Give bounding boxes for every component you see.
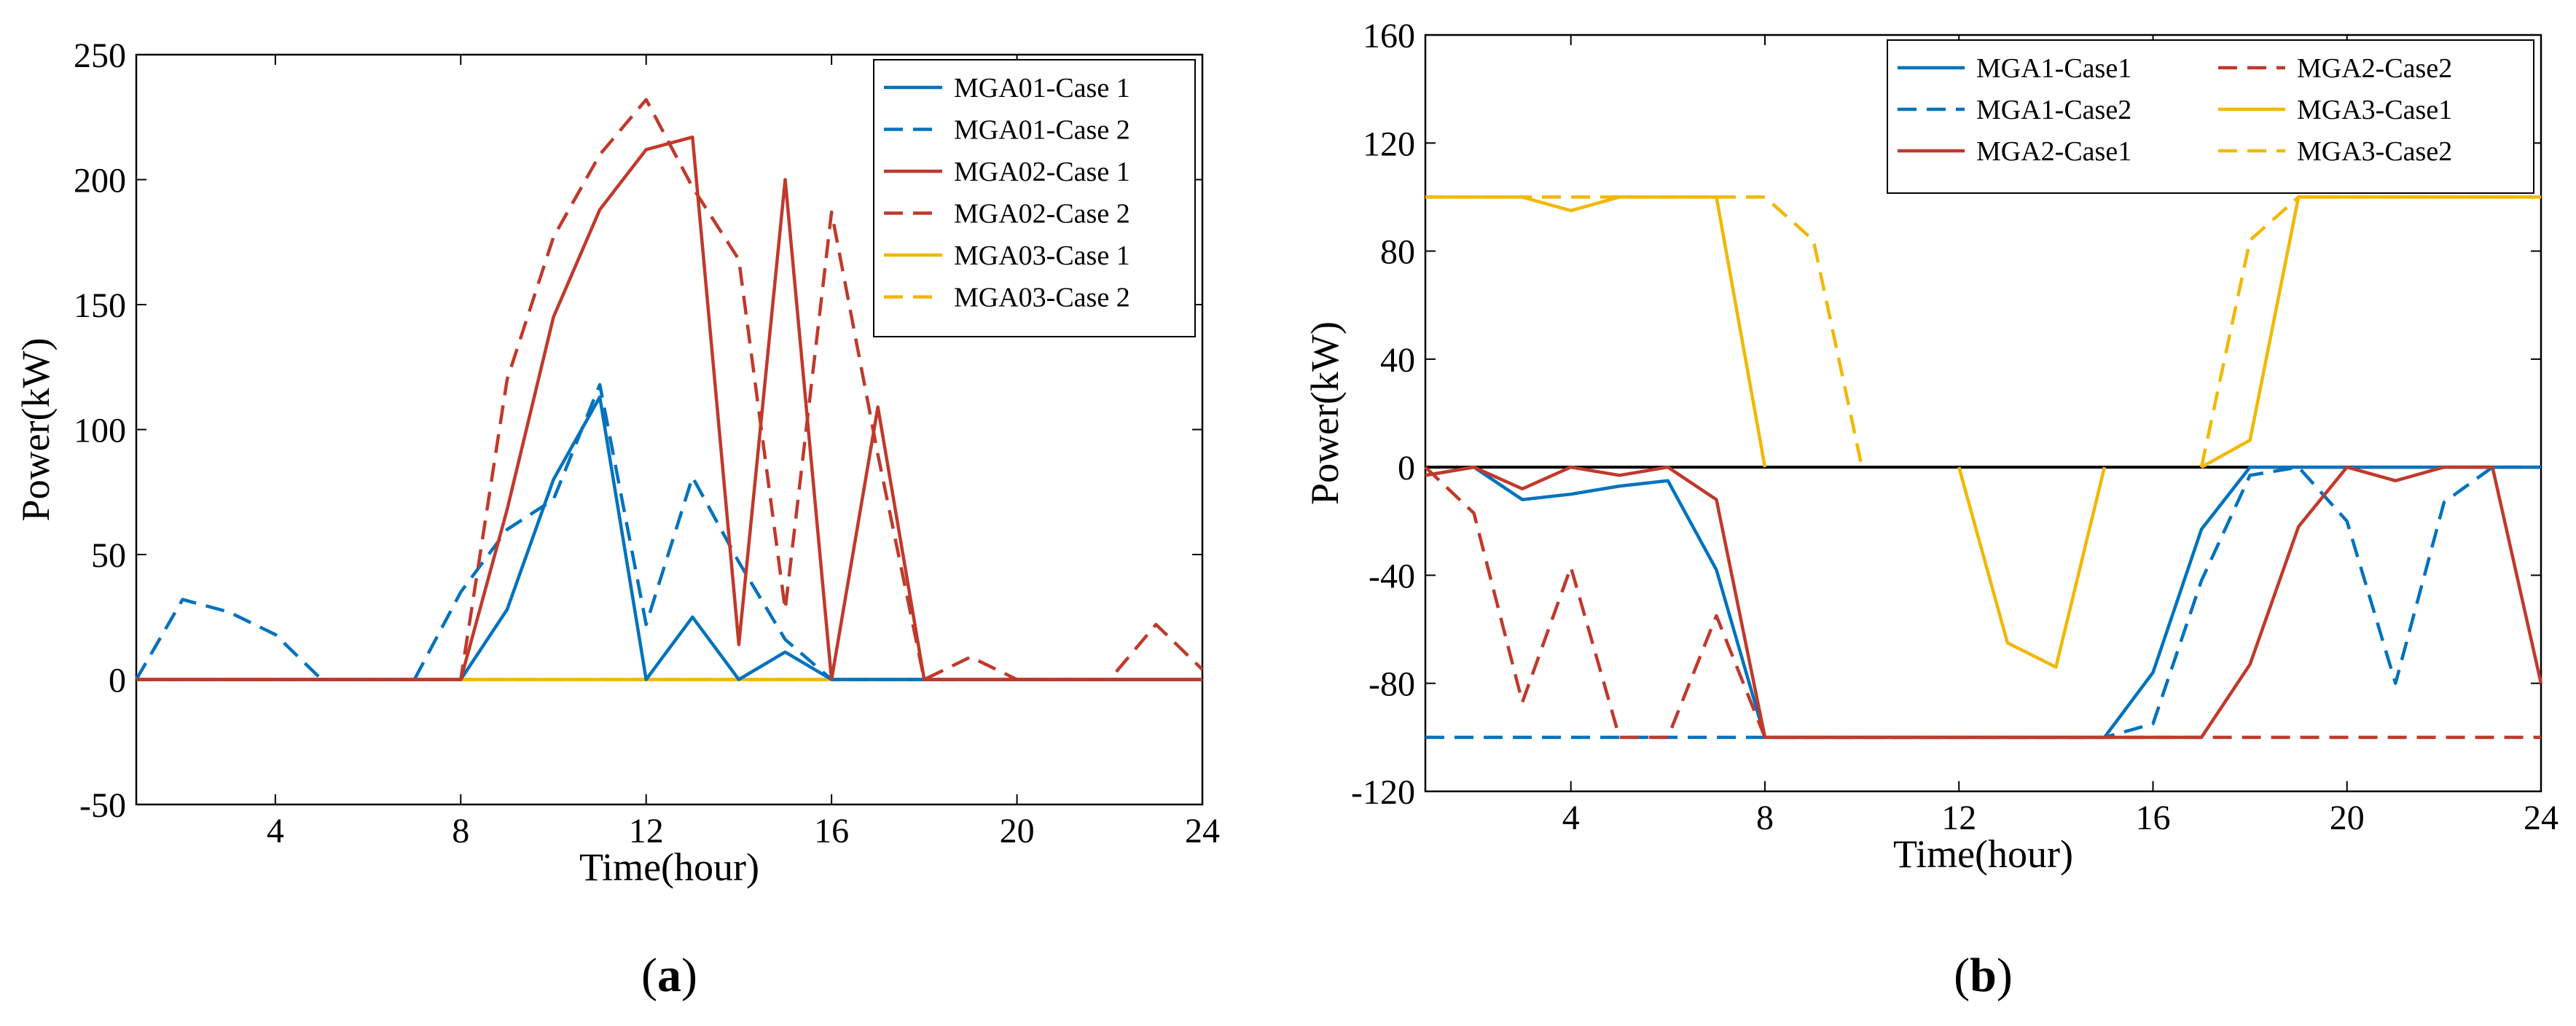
panel-label-open: ( (641, 949, 657, 1002)
legend-label: MGA2-Case1 (1976, 136, 2131, 167)
y-tick-label: -120 (1351, 773, 1415, 812)
x-tick-label: 24 (2524, 799, 2559, 837)
x-tick-label: 20 (2330, 799, 2365, 837)
y-tick-label: 160 (1363, 17, 1415, 55)
x-tick-label: 4 (267, 812, 284, 850)
x-tick-label: 12 (629, 812, 664, 850)
y-tick-label: 150 (74, 286, 126, 325)
legend-label: MGA01-Case 2 (954, 115, 1130, 146)
x-axis-label: Time(hour) (579, 845, 759, 889)
legend-box (873, 59, 1196, 337)
y-tick-label: 250 (74, 36, 126, 75)
x-tick-label: 16 (2135, 799, 2170, 837)
y-tick-label: -80 (1369, 665, 1415, 704)
panel-b-chart: 4 8 12 16 20 24 -120 -80 -40 0 40 80 120 160 Time(hour… (1303, 17, 2559, 1002)
panel-a-chart: 4 8 12 16 20 24 -50 0 50 100 150 200 250 Time(hour) Po… (14, 36, 1220, 1002)
panel-label-letter: b (1970, 949, 1997, 1002)
y-axis-label: Power(kW) (14, 338, 58, 522)
series-line-mga3-case2 (1425, 195, 2541, 468)
y-tick-label: 0 (1398, 449, 1415, 487)
legend-label: MGA01-Case 1 (954, 73, 1130, 103)
legend-label: MGA02-Case 2 (954, 199, 1130, 230)
legend-label: MGA1-Case2 (1976, 95, 2131, 125)
x-tick-label: 8 (452, 812, 469, 850)
legend-label: MGA03-Case 2 (954, 283, 1130, 313)
legend: MGA01-Case 1 MGA01-Case 2 MGA02-Case 1 MGA0… (873, 59, 1196, 337)
y-tick-label: 120 (1363, 125, 1415, 163)
x-tick-label: 4 (1562, 799, 1580, 837)
series-line-mga02-case-2 (136, 98, 1204, 681)
x-tick-label: 8 (1756, 799, 1774, 837)
legend: MGA1-Case1 MGA1-Case2 MGA2-Case1 MGA2-Case2… (1887, 39, 2534, 194)
y-axis-label: Power(kW) (1303, 321, 1347, 505)
legend-label: MGA1-Case1 (1976, 53, 2131, 84)
y-tick-label: -50 (79, 786, 126, 825)
panel-label-open: ( (1954, 949, 1970, 1002)
panel-label-close: ) (1997, 949, 2013, 1002)
x-axis-label: Time(hour) (1893, 832, 2073, 876)
legend-box (1887, 39, 2534, 194)
y-tick-label: 100 (74, 412, 126, 450)
y-tick-label: 200 (74, 162, 126, 200)
legend-label: MGA2-Case2 (2297, 53, 2452, 84)
y-tick-label: 80 (1380, 233, 1415, 272)
panel-label-letter: a (657, 949, 681, 1002)
legend-label: MGA3-Case1 (2297, 95, 2452, 125)
panel-label: (a) (641, 949, 697, 1002)
x-tick-label: 20 (1000, 812, 1035, 850)
x-tick-label: 16 (814, 812, 849, 850)
panel-label-close: ) (681, 949, 697, 1002)
y-tick-label: 40 (1380, 341, 1415, 380)
y-tick-label: 0 (109, 662, 126, 700)
series-line-mga2-case2 (1424, 466, 2541, 740)
y-tick-label: 50 (91, 536, 126, 575)
x-tick-label: 24 (1185, 812, 1220, 850)
legend-label: MGA02-Case 1 (954, 157, 1130, 187)
y-tick-label: -40 (1369, 557, 1415, 595)
legend-label: MGA3-Case2 (2297, 136, 2452, 167)
legend-label: MGA03-Case 1 (954, 240, 1130, 271)
x-tick-label: 12 (1941, 799, 1976, 837)
panel-label: (b) (1954, 949, 2013, 1002)
